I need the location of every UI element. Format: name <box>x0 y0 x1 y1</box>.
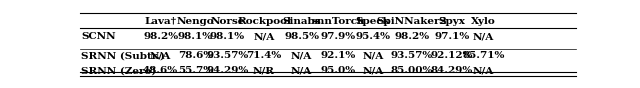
Text: Norse: Norse <box>211 17 244 26</box>
Text: SpiNNaker2: SpiNNaker2 <box>377 17 447 26</box>
Text: N/A: N/A <box>362 66 384 75</box>
Text: 97.1%: 97.1% <box>434 32 469 41</box>
Text: N/A: N/A <box>362 51 384 60</box>
Text: 92.12%: 92.12% <box>431 51 473 60</box>
Text: 98.2%: 98.2% <box>394 32 429 41</box>
Text: 98.2%: 98.2% <box>143 32 178 41</box>
Text: N/A: N/A <box>253 32 275 41</box>
Text: N/A: N/A <box>472 32 494 41</box>
Text: 98.1%: 98.1% <box>210 32 245 41</box>
Text: N/A: N/A <box>291 51 312 60</box>
Text: N/A: N/A <box>150 51 172 60</box>
Text: 93.57%: 93.57% <box>207 51 249 60</box>
Text: 92.1%: 92.1% <box>321 51 356 60</box>
Text: SRNN (Zero): SRNN (Zero) <box>81 66 157 75</box>
Text: 97.9%: 97.9% <box>321 32 356 41</box>
Text: 95.0%: 95.0% <box>321 66 356 75</box>
Text: SRNN (Subtr.): SRNN (Subtr.) <box>81 51 165 60</box>
Text: 85.00%: 85.00% <box>391 66 433 75</box>
Text: 84.29%: 84.29% <box>431 66 473 75</box>
Text: Speck: Speck <box>356 17 390 26</box>
Text: 98.5%: 98.5% <box>284 32 319 41</box>
Text: 55.7%: 55.7% <box>178 66 213 75</box>
Text: 85.71%: 85.71% <box>462 51 504 60</box>
Text: 98.1%: 98.1% <box>178 32 213 41</box>
Text: 48.6%: 48.6% <box>143 66 178 75</box>
Text: 78.6%: 78.6% <box>178 51 213 60</box>
Text: Lava†: Lava† <box>145 17 177 26</box>
Text: N/A: N/A <box>472 66 494 75</box>
Text: 94.29%: 94.29% <box>207 66 249 75</box>
Text: Spyx: Spyx <box>438 17 465 26</box>
Text: 71.4%: 71.4% <box>246 51 282 60</box>
Text: Rockpool: Rockpool <box>237 17 291 26</box>
Text: SCNN: SCNN <box>81 32 116 41</box>
Text: Xylo: Xylo <box>471 17 495 26</box>
Text: 95.4%: 95.4% <box>356 32 390 41</box>
Text: N/A: N/A <box>291 66 312 75</box>
Text: snnTorch: snnTorch <box>312 17 365 26</box>
Text: N/R: N/R <box>253 66 275 75</box>
Text: Nengo: Nengo <box>177 17 214 26</box>
Text: Sinabs: Sinabs <box>282 17 321 26</box>
Text: 93.57%: 93.57% <box>391 51 433 60</box>
